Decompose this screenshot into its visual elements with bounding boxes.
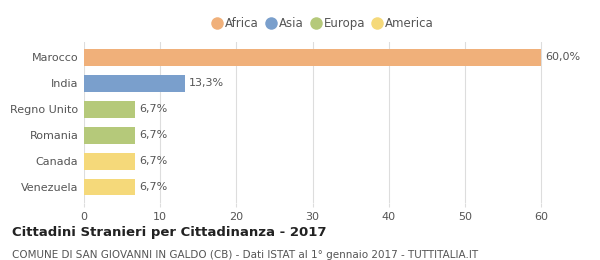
Bar	[84, 127, 135, 144]
Text: 6,7%: 6,7%	[139, 104, 167, 114]
Bar	[84, 49, 541, 66]
Bar	[84, 101, 135, 118]
Text: 6,7%: 6,7%	[139, 130, 167, 140]
Text: COMUNE DI SAN GIOVANNI IN GALDO (CB) - Dati ISTAT al 1° gennaio 2017 - TUTTITALI: COMUNE DI SAN GIOVANNI IN GALDO (CB) - D…	[12, 250, 478, 259]
Bar	[84, 75, 185, 92]
Bar	[84, 179, 135, 196]
Text: 6,7%: 6,7%	[139, 156, 167, 166]
Text: Cittadini Stranieri per Cittadinanza - 2017: Cittadini Stranieri per Cittadinanza - 2…	[12, 226, 326, 239]
Text: 60,0%: 60,0%	[545, 52, 580, 62]
Text: 6,7%: 6,7%	[139, 182, 167, 192]
Bar	[84, 153, 135, 170]
Legend: Africa, Asia, Europa, America: Africa, Asia, Europa, America	[212, 15, 436, 32]
Text: 13,3%: 13,3%	[189, 78, 224, 88]
